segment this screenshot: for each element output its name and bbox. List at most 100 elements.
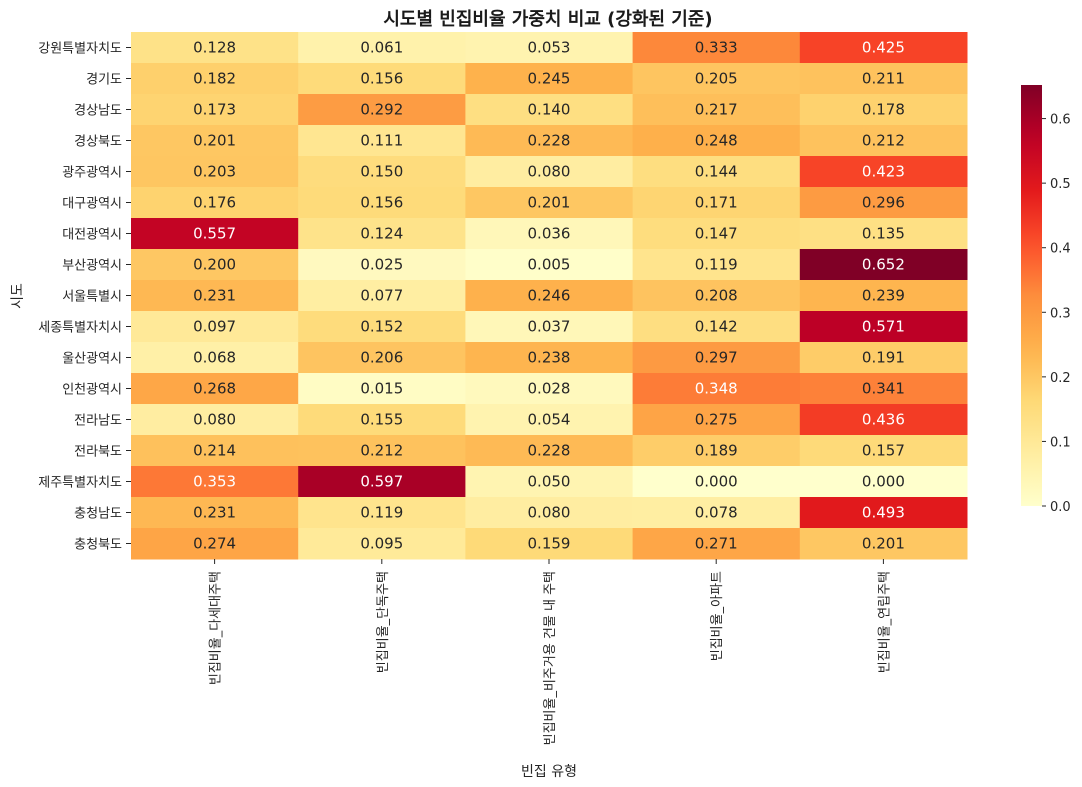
- heatmap-cell: [465, 280, 634, 312]
- cell-value-label: 0.080: [528, 163, 571, 181]
- heatmap-cell: [632, 466, 801, 498]
- heatmap-cell: [799, 435, 968, 467]
- cell-value-label: 0.191: [862, 349, 905, 367]
- heatmap-cell: [632, 311, 801, 343]
- cell-value-label: 0.000: [695, 473, 738, 491]
- y-tick-label: 인천광역시: [62, 383, 122, 398]
- colorbar-tick-label: 0.3: [1050, 306, 1071, 321]
- cell-value-label: 0.292: [360, 101, 403, 119]
- colorbar: 0.0 0.1 0.2 0.3 0.4 0.5 0.6: [1021, 85, 1071, 515]
- colorbar-tick-label: 0.4: [1050, 242, 1071, 257]
- y-tick-label: 대구광역시: [62, 197, 122, 212]
- cell-value-label: 0.150: [360, 163, 403, 181]
- heatmap-cell: [298, 63, 466, 95]
- cell-value-label: 0.341: [862, 380, 905, 398]
- heatmap-cell: [131, 404, 299, 436]
- heatmap-cell: [799, 311, 968, 343]
- y-axis-label: 시도: [10, 283, 26, 309]
- heatmap-cell: [632, 156, 801, 188]
- cell-value-label: 0.054: [528, 411, 571, 429]
- heatmap-cell: [131, 466, 299, 498]
- heatmap-cell: [799, 528, 968, 560]
- cell-value-label: 0.208: [695, 287, 738, 305]
- cell-value-label: 0.348: [695, 380, 738, 398]
- cell-value-label: 0.217: [695, 101, 738, 119]
- heatmap-cell: [465, 342, 634, 374]
- cell-value-label: 0.119: [360, 504, 403, 522]
- heatmap-cell: [298, 156, 466, 188]
- heatmap-cell: [799, 280, 968, 312]
- heatmap-cell: [465, 466, 634, 498]
- cell-value-label: 0.493: [862, 504, 905, 522]
- heatmap-cell: [465, 373, 634, 405]
- colorbar-tick-label: 0.1: [1050, 435, 1071, 450]
- cell-value-label: 0.080: [193, 411, 236, 429]
- cell-value-label: 0.144: [695, 163, 738, 181]
- cell-value-label: 0.297: [695, 349, 738, 367]
- cell-value-label: 0.140: [528, 101, 571, 119]
- x-tick-label: 빈집비율_다세대주택: [209, 571, 224, 685]
- cell-value-label: 0.068: [193, 349, 236, 367]
- cell-value-label: 0.214: [193, 442, 236, 460]
- heatmap-cell: [799, 218, 968, 250]
- heatmap-cell: [632, 94, 801, 126]
- heatmap-cell: [465, 249, 634, 281]
- heatmap-cell: [131, 218, 299, 250]
- x-tick-label: 빈집비율_단독주택: [376, 571, 391, 673]
- x-tick-label: 빈집비율_연립주택: [877, 571, 892, 673]
- heatmap-cell: [465, 404, 634, 436]
- y-tick-label: 전라남도: [74, 414, 122, 429]
- heatmap-cell: [298, 280, 466, 312]
- heatmap-cell: [298, 497, 466, 529]
- heatmap-cell: [465, 435, 634, 467]
- cell-value-label: 0.156: [360, 70, 403, 88]
- heatmap-cell: [465, 63, 634, 95]
- heatmap-cell: [298, 187, 466, 219]
- heatmap-cell: [799, 156, 968, 188]
- cell-value-label: 0.053: [528, 39, 571, 57]
- heatmap-cell: [465, 125, 634, 157]
- y-tick-label: 광주광역시: [62, 166, 122, 181]
- cell-value-label: 0.211: [862, 70, 905, 88]
- cell-value-label: 0.203: [193, 163, 236, 181]
- y-tick-label: 제주특별자치도: [38, 476, 122, 491]
- heatmap-cell: [465, 94, 634, 126]
- cell-value-label: 0.178: [862, 101, 905, 119]
- heatmap-cell: [632, 342, 801, 374]
- heatmap-cell: [799, 404, 968, 436]
- cell-value-label: 0.245: [528, 70, 571, 88]
- heatmap-cell: [799, 125, 968, 157]
- cell-value-label: 0.571: [862, 318, 905, 336]
- heatmap-cell: [298, 125, 466, 157]
- heatmap-cell: [298, 528, 466, 560]
- cell-value-label: 0.231: [193, 287, 236, 305]
- heatmap-cell: [465, 187, 634, 219]
- cell-value-label: 0.246: [528, 287, 571, 305]
- heatmap-cell: [131, 342, 299, 374]
- heatmap-cell: [632, 435, 801, 467]
- cell-value-label: 0.155: [360, 411, 403, 429]
- x-axis-label: 빈집 유형: [521, 764, 577, 780]
- heatmap-cell: [632, 187, 801, 219]
- heatmap-cell: [632, 373, 801, 405]
- cell-value-label: 0.239: [862, 287, 905, 305]
- heatmap-cell: [298, 373, 466, 405]
- heatmap-cell: [799, 63, 968, 95]
- heatmap-cell: [131, 435, 299, 467]
- y-tick-label: 전라북도: [74, 445, 122, 460]
- cell-value-label: 0.333: [695, 39, 738, 57]
- cell-value-label: 0.423: [862, 163, 905, 181]
- colorbar-tick-label: 0.2: [1050, 371, 1071, 386]
- heatmap-cell: [799, 187, 968, 219]
- cell-value-label: 0.000: [862, 473, 905, 491]
- cell-value-label: 0.135: [862, 225, 905, 243]
- x-tick-label: 빈집비율_비주거용 건물 내 주택: [543, 571, 558, 745]
- heatmap-cell: [298, 218, 466, 250]
- y-tick-label: 경상남도: [74, 104, 122, 119]
- cell-value-label: 0.015: [360, 380, 403, 398]
- cell-value-label: 0.173: [193, 101, 236, 119]
- heatmap-cell: [131, 249, 299, 281]
- x-tick-label: 빈집비율_아파트: [710, 571, 725, 661]
- cell-value-label: 0.189: [695, 442, 738, 460]
- cell-value-label: 0.231: [193, 504, 236, 522]
